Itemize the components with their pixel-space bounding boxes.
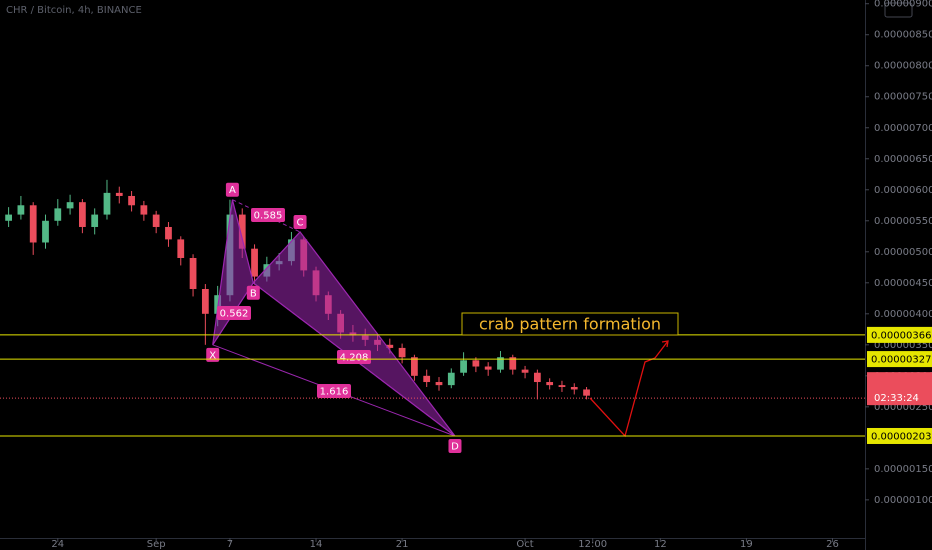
candle-body [5,214,12,221]
x-tick-label: 21 [396,539,409,550]
x-tick-label: Oct [516,539,533,550]
y-tick-label: 0.00000450 [874,278,932,289]
y-tick-label: 0.00000850 [874,30,932,41]
pattern-point-label-bg [293,214,307,229]
x-tick-label: 12:00 [578,539,607,550]
y-tick-label: 0.00000100 [874,495,932,506]
y-tick-label: 0.00000650 [874,154,932,165]
candle-body [201,289,209,314]
candle-body [42,220,49,243]
candle-body [583,389,590,396]
y-tick-label: 0.00000250 [874,402,932,413]
pattern-point-label-bg [225,182,239,197]
candle-body [460,360,467,373]
candle-body [484,366,492,370]
pattern-ratio-bg [251,208,285,222]
y-tick-label: 0.00000750 [874,92,932,103]
level-label-bg [867,326,932,343]
pattern-ratio: 0.585 [254,211,283,222]
candle-body [546,382,554,386]
x-tick-label: Sep [147,539,166,550]
pattern-point-label: B [250,288,257,299]
candle-body [521,369,529,373]
annotation: crab pattern formation [479,315,661,334]
y-tick-label: 0.00000350 [874,340,932,351]
x-tick-label: 14 [310,539,323,550]
candle-body [251,248,258,277]
candle-body [570,386,578,390]
candle-body [128,195,135,206]
candle-body [189,257,197,290]
level-label: 0.00000327 [871,355,931,366]
level-label: 0.00000203 [871,431,931,442]
pattern-ratio: 4.208 [340,353,369,364]
pattern-point-label: D [451,441,459,452]
candle-body [497,357,504,370]
projection-arrow [589,340,669,438]
pattern-ratio: 1.616 [320,387,349,398]
candle-body [509,357,517,370]
pattern-ratio-bg [337,350,371,364]
y-tick-label: 0.00000150 [874,464,932,475]
candle-body [103,192,111,215]
pattern-point-label: C [297,217,304,228]
candle-body [435,382,443,386]
pattern-ratio-bg [317,384,351,398]
chart-title: CHR / Bitcoin, 4h, BINANCE [6,5,142,16]
y-tick-label: 0.00000550 [874,216,932,227]
candle-body [29,205,37,243]
pattern-point-label: X [209,350,216,361]
x-tick-label: 26 [826,539,839,550]
pattern-point-label: A [229,185,236,196]
level-label-bg [867,427,932,444]
x-tick-label: 12 [654,539,667,550]
pattern-point-label-bg [206,347,220,362]
annotation-box [461,312,679,336]
pattern-ratio: 0.562 [220,309,249,320]
y-tick-label: 0.00000700 [874,123,932,134]
level-label-bg [867,351,932,368]
candle-body [423,375,431,383]
candle-body [54,208,62,221]
candle-body [66,202,74,209]
candle-body [238,214,246,249]
candle-body [115,192,123,196]
projection-arrowhead [661,340,669,348]
y-tick-label: 0.00000400 [874,309,932,320]
candle-body [165,226,172,240]
candle-body [177,239,185,258]
candle-body [17,205,25,215]
candle-body [411,357,418,376]
candle-body [558,385,566,387]
pattern-point-label-bg [448,438,462,453]
candle-body [91,214,99,227]
level-label: 0.00000366 [871,330,931,341]
y-tick-label: 0.00000500 [874,247,932,258]
pattern-ratio-bg [217,306,251,320]
candle-body [152,214,160,227]
candle-body [447,372,455,386]
candle-body [472,360,480,367]
y-tick-label: 0.00000600 [874,185,932,196]
last-price-bg [867,372,932,406]
candle-body [79,202,86,227]
x-tick-label: 7 [227,539,233,550]
candle-body [140,205,148,215]
currency-button[interactable] [884,2,913,18]
pattern-point-label-bg [246,285,260,300]
x-tick-label: 19 [740,539,753,550]
candle-body [533,372,541,383]
x-tick-label: 24 [51,539,64,550]
countdown: 02:33:24 [874,393,919,404]
candle-body [398,347,406,358]
candle-body [386,344,394,348]
y-tick-label: 0.00000900 [874,0,932,10]
y-tick-label: 0.00000800 [874,61,932,72]
